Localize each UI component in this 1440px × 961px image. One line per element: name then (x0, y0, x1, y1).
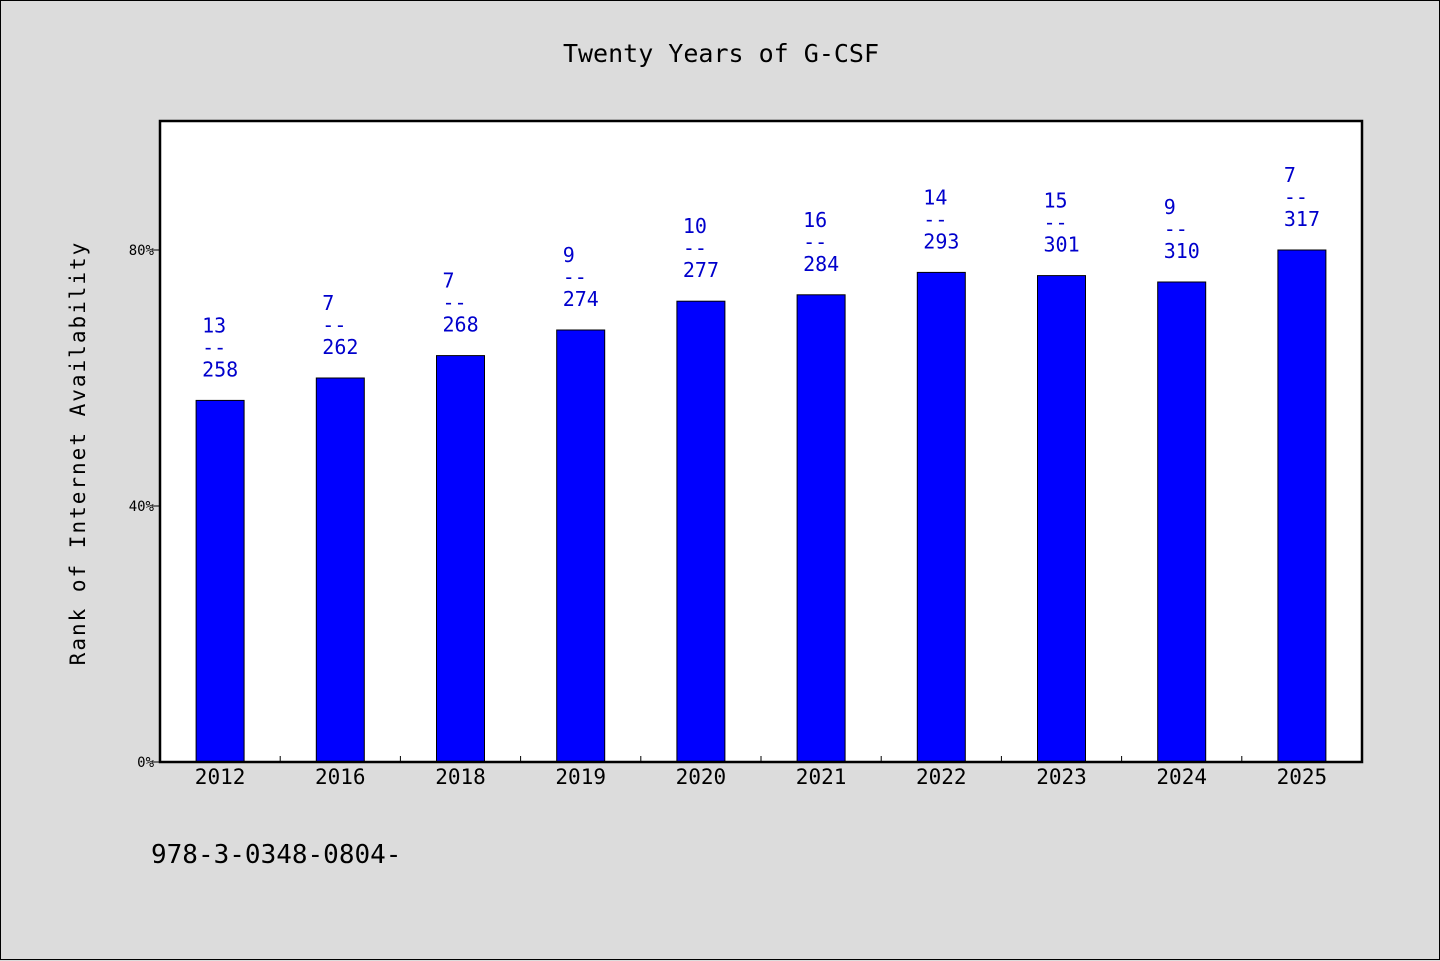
bar-2019 (556, 329, 606, 763)
data-label-separator: -- (443, 291, 467, 315)
bars-group (195, 249, 1327, 763)
data-label-rank: 13 (202, 313, 226, 337)
data-label-total: 258 (202, 357, 238, 381)
data-label-total: 284 (803, 252, 839, 276)
data-label-separator: -- (923, 207, 947, 231)
data-label-rank: 7 (443, 269, 455, 293)
bar-2020 (676, 300, 726, 763)
bar-2025 (1277, 249, 1327, 763)
data-label-rank: 10 (683, 214, 707, 238)
data-label-rank: 9 (563, 243, 575, 267)
data-label-total: 274 (563, 287, 599, 311)
chart-title: Twenty Years of G-CSF (563, 39, 879, 68)
x-tick-label: 2021 (796, 765, 847, 789)
plot-border (158, 119, 1364, 764)
x-tick-label: 2012 (195, 765, 246, 789)
data-label-separator: -- (1164, 217, 1188, 241)
data-label-separator: -- (563, 265, 587, 289)
bar-2024 (1157, 281, 1207, 763)
x-tick-label: 2025 (1277, 765, 1328, 789)
data-label-separator: -- (1284, 185, 1308, 209)
y-tick-label: 80% (129, 243, 155, 259)
y-tick-label: 40% (129, 499, 155, 515)
y-ticks-group: 0% 40% 80% (129, 243, 160, 771)
bar-2018 (436, 355, 485, 763)
data-labels-group: 13--2587--2627--2689--27410--27716--2841… (202, 163, 1320, 381)
x-tick-label: 2018 (435, 765, 486, 789)
data-label-total: 310 (1164, 239, 1200, 263)
x-tick-label: 2023 (1036, 765, 1087, 789)
x-tick-label: 2019 (555, 765, 606, 789)
x-ticks-group: 2012 2016 2018 2019 2020 2021 2022 2023 2024 2025 (195, 756, 1327, 789)
data-label-total: 262 (322, 335, 358, 359)
bar-2023 (1037, 275, 1086, 763)
bar-2012 (195, 399, 245, 763)
data-label-rank: 9 (1164, 195, 1176, 219)
y-axis-label: Rank of Internet Availability (66, 241, 90, 666)
data-label-rank: 7 (322, 291, 334, 315)
y-tick-label: 0% (137, 755, 154, 771)
data-label-separator: -- (683, 236, 707, 260)
data-label-rank: 14 (923, 185, 947, 209)
bar-2022 (916, 271, 966, 763)
data-label-separator: -- (803, 230, 827, 254)
footer-code: 978-3-0348-0804- (151, 840, 401, 870)
data-label-separator: -- (202, 335, 226, 359)
data-label-rank: 7 (1284, 163, 1296, 187)
x-tick-label: 2024 (1156, 765, 1207, 789)
data-label-total: 293 (923, 229, 959, 253)
data-label-total: 301 (1044, 233, 1080, 257)
x-tick-label: 2016 (315, 765, 366, 789)
data-label-total: 268 (443, 313, 479, 337)
bar-2016 (315, 377, 365, 763)
x-tick-label: 2022 (916, 765, 967, 789)
data-label-rank: 15 (1044, 189, 1068, 213)
data-label-separator: -- (322, 313, 346, 337)
data-label-rank: 16 (803, 208, 827, 232)
data-label-total: 277 (683, 258, 719, 282)
bar-2021 (796, 294, 846, 763)
data-label-total: 317 (1284, 207, 1320, 231)
data-label-separator: -- (1044, 211, 1068, 235)
x-tick-label: 2020 (676, 765, 727, 789)
